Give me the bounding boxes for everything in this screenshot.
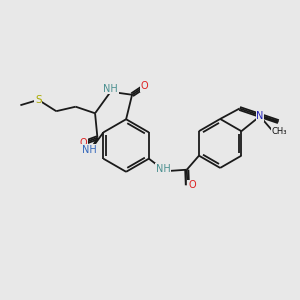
Text: O: O <box>141 81 148 92</box>
Text: N: N <box>256 111 264 121</box>
Text: NH: NH <box>82 145 97 155</box>
Text: NH: NH <box>103 84 118 94</box>
Text: S: S <box>35 95 42 105</box>
Text: NH: NH <box>155 164 170 174</box>
Text: CH₃: CH₃ <box>272 127 287 136</box>
Text: O: O <box>188 180 196 190</box>
Text: O: O <box>79 138 87 148</box>
